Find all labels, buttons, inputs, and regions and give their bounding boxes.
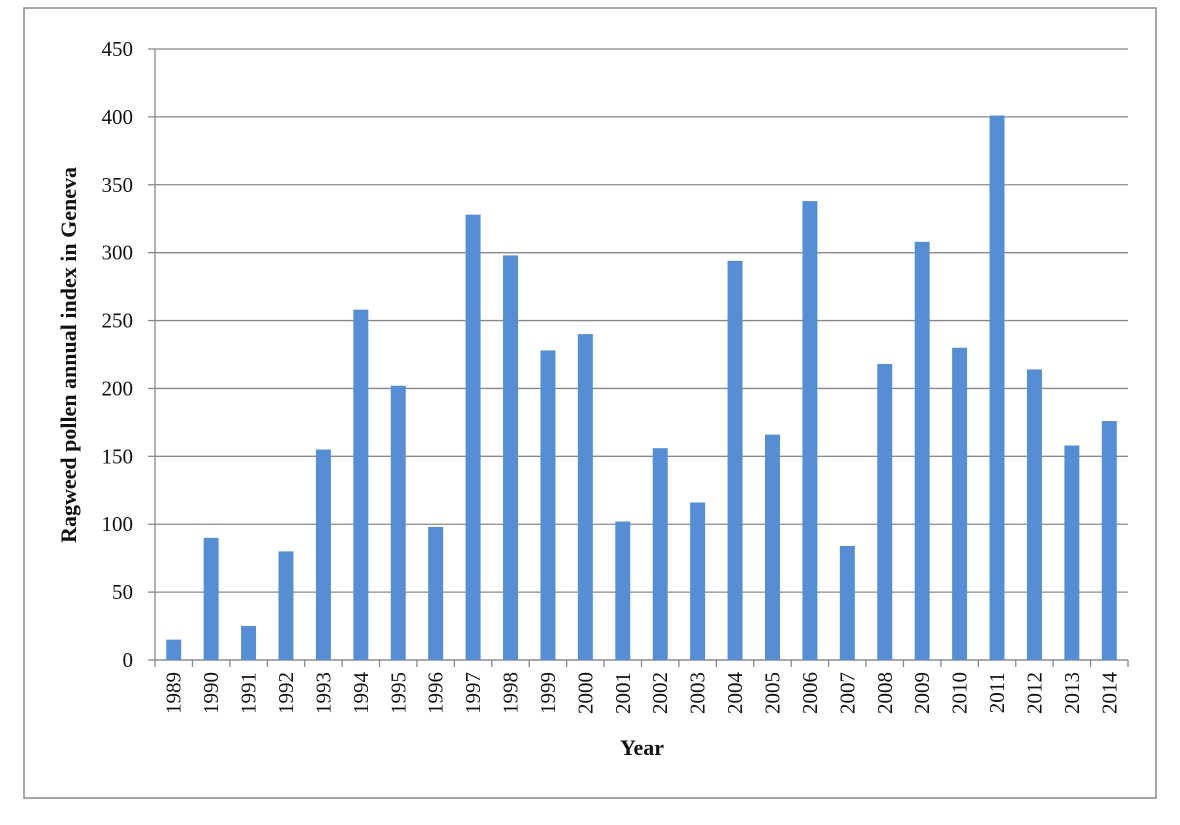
bar [802, 201, 818, 660]
y-tick-label: 200 [102, 376, 134, 400]
x-tick-label: 2003 [686, 672, 710, 714]
x-tick-label: 2004 [723, 672, 747, 715]
y-axis-title: Ragweed pollen annual index in Geneva [56, 167, 81, 543]
bar [652, 448, 668, 660]
bar [503, 255, 519, 661]
x-tick-label: 1991 [237, 672, 261, 714]
x-tick-label: 1990 [199, 672, 223, 714]
x-tick-label: 2010 [948, 672, 972, 714]
bar [914, 241, 930, 660]
x-tick-label: 1989 [162, 672, 186, 714]
y-tick-label: 50 [112, 580, 133, 604]
bar [315, 449, 331, 660]
x-tick-label: 1998 [499, 672, 523, 714]
bar [952, 347, 968, 660]
bar [1064, 445, 1080, 660]
x-tick-label: 2002 [648, 672, 672, 714]
y-tick-label: 250 [102, 309, 134, 333]
y-tick-label: 150 [102, 444, 134, 468]
bar [615, 521, 631, 660]
bar [577, 334, 593, 660]
x-tick-label: 1992 [274, 672, 298, 714]
y-tick-label: 450 [102, 37, 134, 61]
x-tick-label: 2006 [798, 672, 822, 714]
bar [839, 545, 855, 660]
x-tick-label: 2008 [873, 672, 897, 714]
x-axis-title: Year [620, 735, 664, 760]
bar [727, 260, 743, 660]
x-tick-label: 2012 [1022, 672, 1046, 714]
bar [877, 364, 893, 660]
y-tick-label: 0 [123, 648, 134, 672]
bar [241, 626, 257, 660]
x-tick-label: 1996 [424, 672, 448, 714]
bar [1101, 421, 1117, 660]
bar [989, 115, 1005, 660]
x-tick-label: 2014 [1097, 672, 1121, 715]
x-tick-label: 1993 [311, 672, 335, 714]
x-tick-label: 2011 [985, 672, 1009, 713]
bar [764, 434, 780, 660]
bar [465, 214, 481, 660]
bar [203, 537, 219, 660]
x-tick-label: 2007 [835, 672, 859, 714]
x-tick-label: 1997 [461, 672, 485, 714]
x-tick-label: 2013 [1060, 672, 1084, 714]
bar [390, 385, 406, 660]
bar [353, 309, 369, 660]
y-tick-label: 350 [102, 173, 134, 197]
x-tick-label: 2005 [760, 672, 784, 714]
x-tick-label: 1995 [386, 672, 410, 714]
bar [690, 502, 706, 660]
y-tick-label: 100 [102, 512, 134, 536]
x-tick-label: 2001 [611, 672, 635, 714]
x-tick-label: 1999 [536, 672, 560, 714]
bar [428, 526, 444, 660]
bar [1026, 369, 1042, 660]
y-tick-label: 300 [102, 241, 134, 265]
x-tick-label: 2009 [910, 672, 934, 714]
y-tick-label: 400 [102, 105, 134, 129]
x-tick-label: 2000 [573, 672, 597, 714]
bar [540, 350, 556, 660]
bar [166, 639, 182, 660]
bar [278, 551, 294, 660]
x-tick-label: 1994 [349, 672, 373, 715]
